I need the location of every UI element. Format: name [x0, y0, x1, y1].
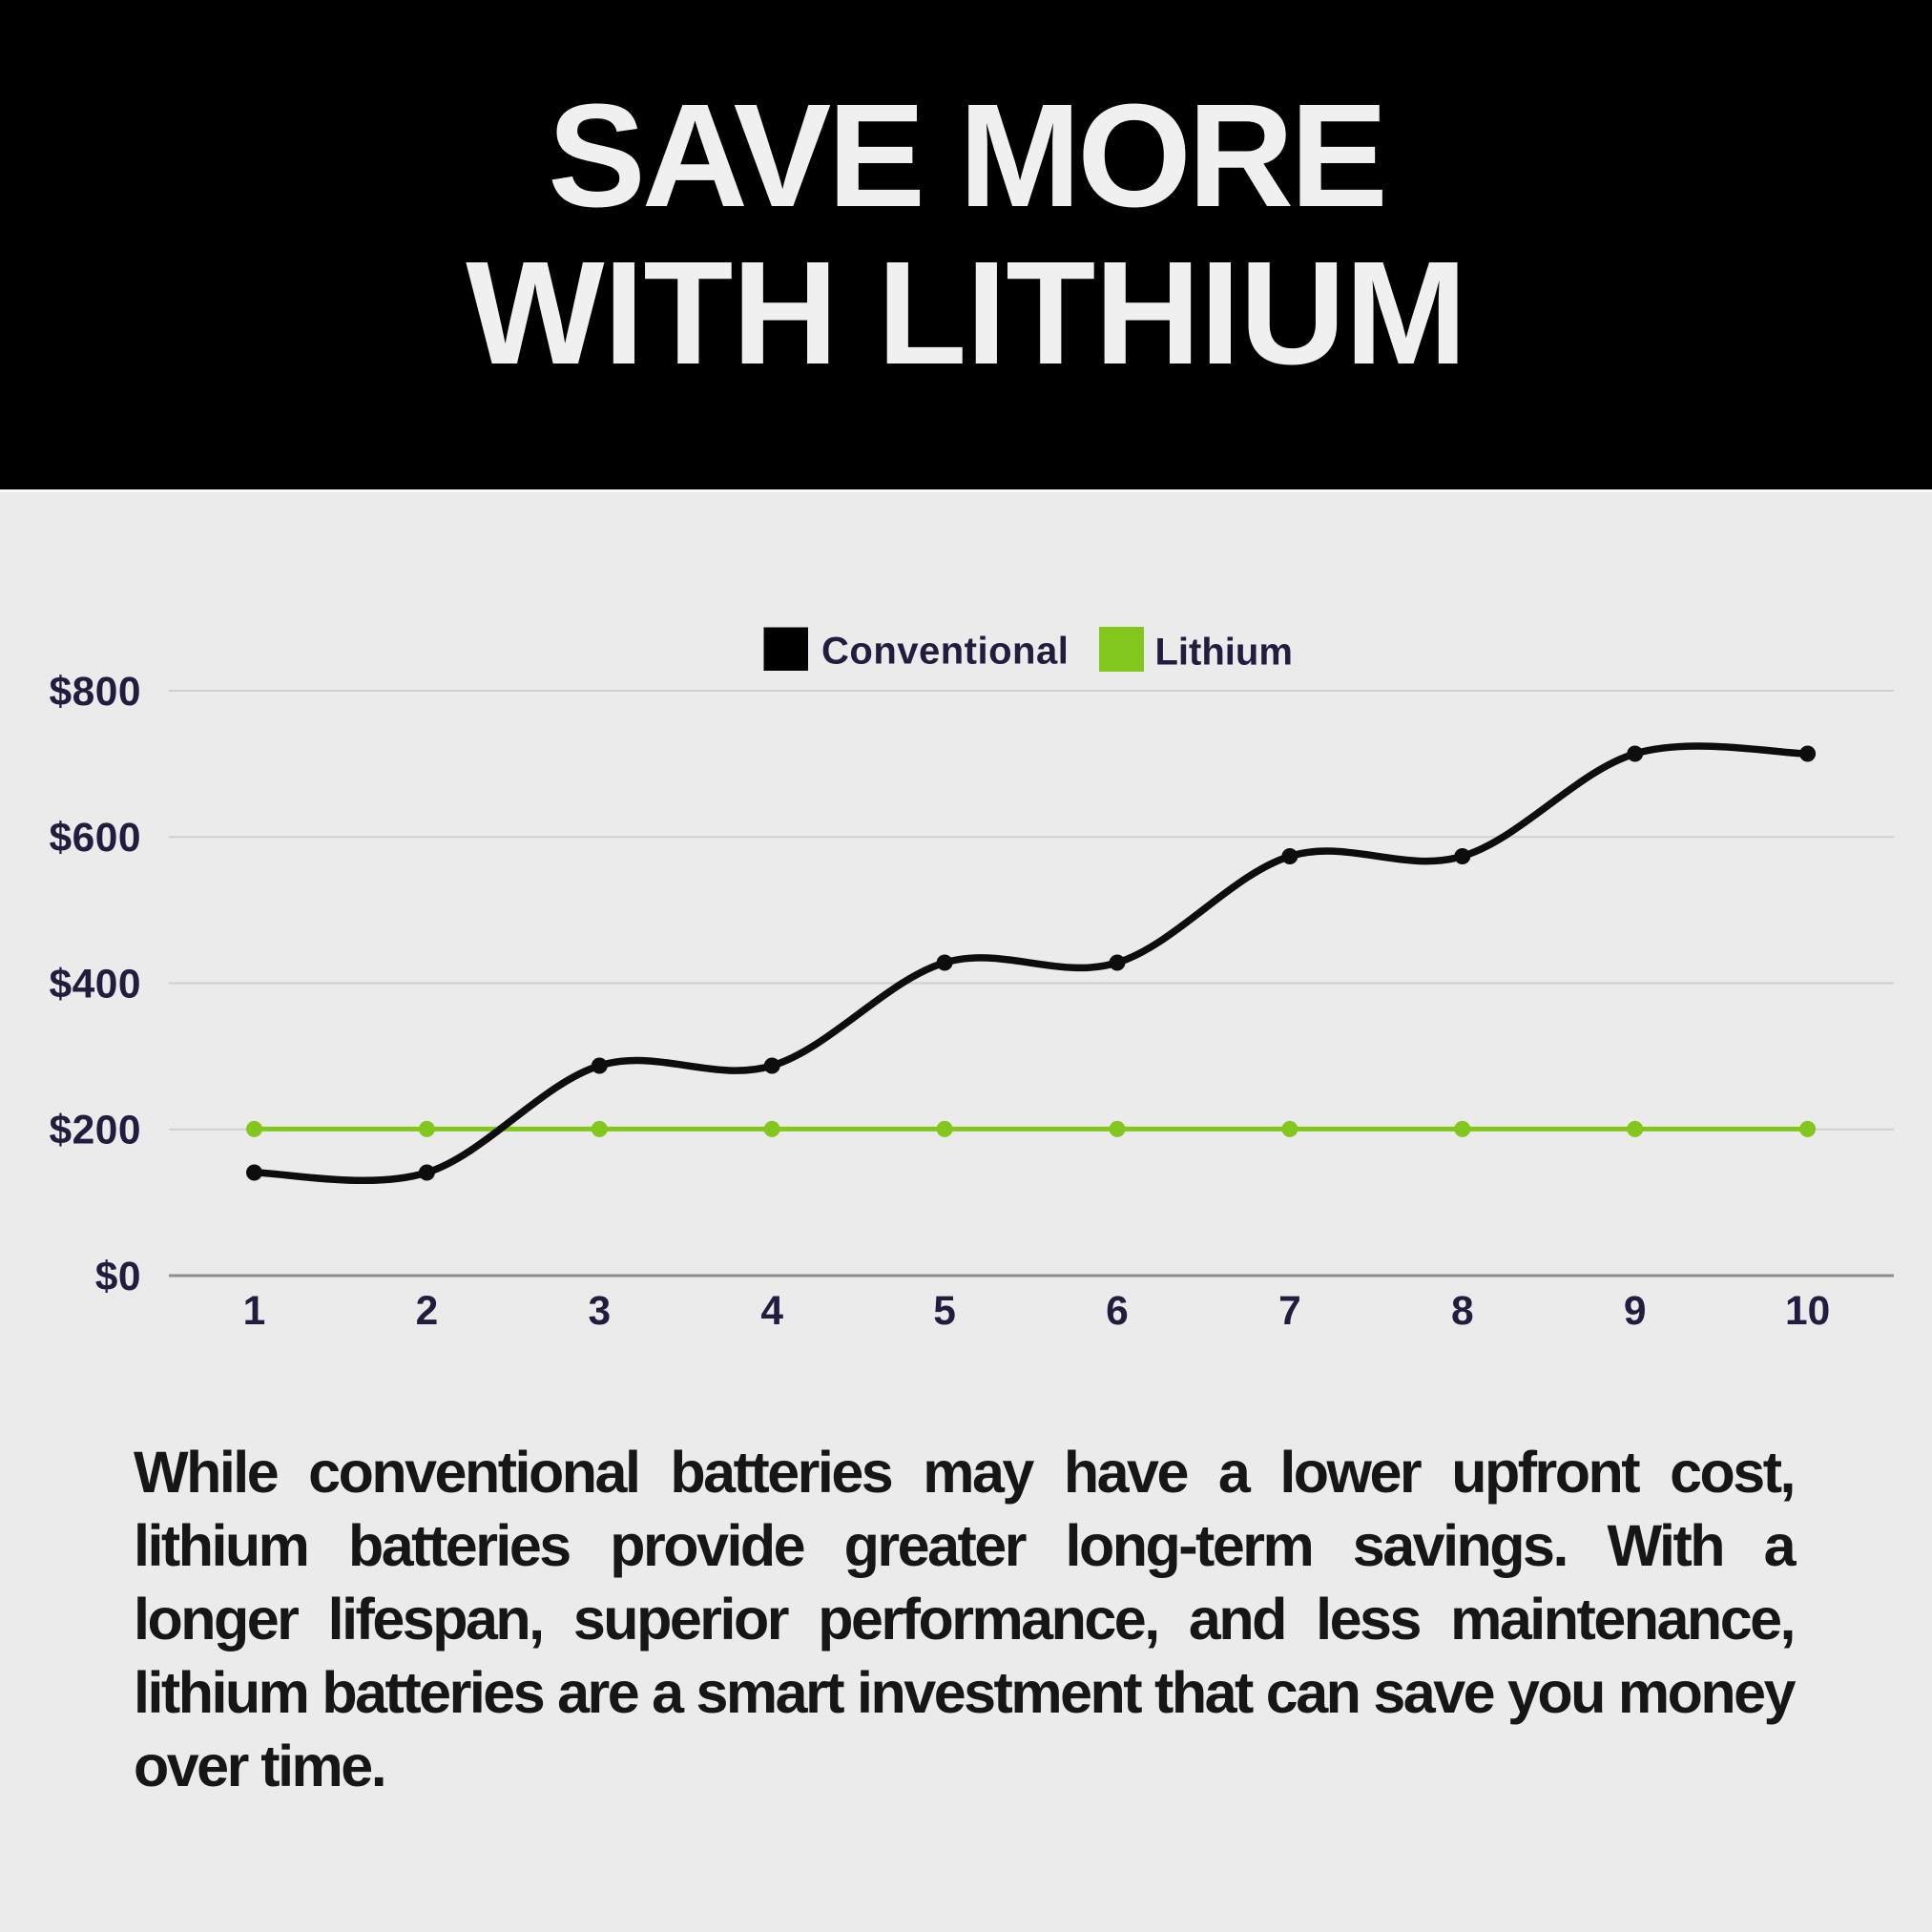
- svg-text:9: 9: [1624, 1289, 1647, 1334]
- svg-text:$600: $600: [49, 816, 141, 861]
- svg-text:$400: $400: [49, 963, 141, 1008]
- svg-text:$800: $800: [49, 670, 141, 715]
- svg-text:$200: $200: [49, 1109, 141, 1153]
- svg-text:$0: $0: [95, 1255, 141, 1299]
- svg-text:6: 6: [1106, 1289, 1129, 1334]
- svg-text:3: 3: [588, 1289, 611, 1334]
- svg-text:Conventional: Conventional: [821, 631, 1069, 673]
- svg-text:5: 5: [933, 1289, 956, 1334]
- svg-text:10: 10: [1785, 1289, 1830, 1334]
- svg-text:Lithium: Lithium: [1155, 632, 1293, 674]
- svg-text:4: 4: [760, 1289, 783, 1334]
- svg-text:7: 7: [1278, 1289, 1301, 1334]
- svg-text:2: 2: [416, 1289, 439, 1334]
- svg-text:1: 1: [243, 1289, 266, 1334]
- svg-text:8: 8: [1451, 1289, 1474, 1334]
